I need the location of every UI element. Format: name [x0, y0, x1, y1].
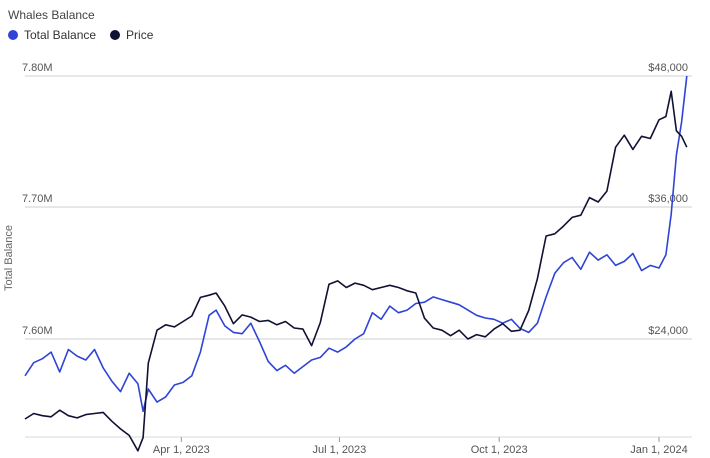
x-tick-label: Oct 1, 2023 [471, 444, 528, 456]
x-tick-label: Apr 1, 2023 [153, 444, 210, 456]
legend-item-total-balance[interactable]: Total Balance [8, 28, 96, 42]
y-left-tick-label: 7.70M [22, 193, 53, 205]
chart-title: Whales Balance [8, 8, 95, 22]
legend: Total Balance Price [8, 28, 153, 42]
series-line-price [24, 90, 688, 452]
x-tick-label: Jul 1, 2023 [312, 444, 366, 456]
legend-item-price[interactable]: Price [110, 28, 153, 42]
y-left-tick-label: 7.60M [22, 325, 53, 337]
y-axis-title: Total Balance [3, 225, 15, 291]
legend-label-total-balance: Total Balance [24, 28, 97, 42]
price-swatch [110, 30, 121, 40]
legend-label-price: Price [126, 28, 154, 42]
y-right-tick-label: $24,000 [648, 325, 688, 337]
series-line-total-balance [24, 75, 688, 413]
y-left-tick-label: 7.80M [22, 62, 53, 74]
y-right-tick-label: $36,000 [648, 193, 688, 205]
total-balance-swatch [8, 30, 18, 40]
y-right-tick-label: $48,000 [648, 62, 688, 74]
x-tick-label: Jan 1, 2024 [630, 444, 688, 456]
